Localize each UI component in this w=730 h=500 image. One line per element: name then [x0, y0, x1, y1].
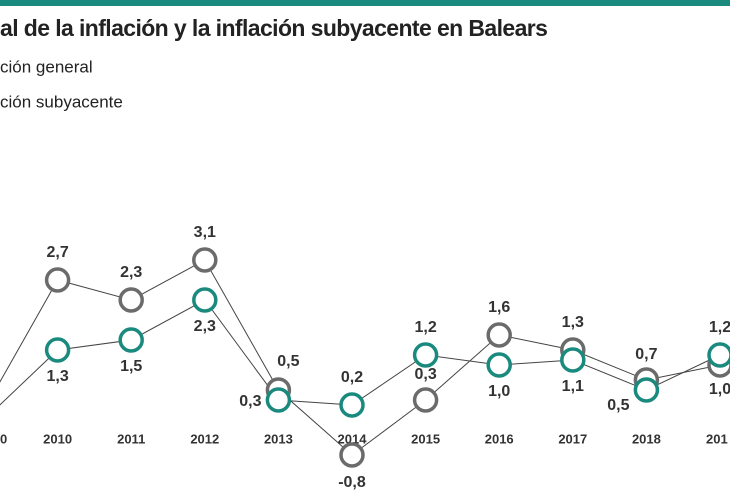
legend-label: ción general [0, 57, 93, 76]
value-label: 1,5 [120, 358, 142, 375]
point [339, 442, 365, 468]
point [339, 392, 365, 418]
value-label: 2,7 [46, 244, 68, 261]
x-tick-label: 2013 [264, 431, 293, 446]
x-tick-label: 201 [706, 431, 728, 446]
point [486, 352, 512, 378]
x-tick-label: 2011 [117, 431, 145, 446]
x-tick-label: 2012 [190, 431, 219, 446]
value-label: 1,6 [488, 299, 510, 316]
point [412, 387, 439, 413]
value-label: 1,0 [709, 381, 730, 398]
point [707, 342, 730, 368]
value-label: -0,8 [338, 474, 366, 491]
legend-label: ción subyacente [0, 92, 123, 111]
value-label: 0,3 [239, 393, 261, 410]
value-label: 1,1 [562, 378, 584, 395]
value-label: 1,2 [414, 319, 436, 336]
point [118, 327, 144, 353]
series-line [0, 259, 721, 456]
point [118, 287, 144, 313]
x-tick-label: 2010 [43, 431, 72, 446]
x-tick-label: 2014 [338, 431, 368, 446]
value-label: 0,2 [341, 369, 363, 386]
value-label: 0,3 [414, 366, 436, 383]
value-label: 1,3 [562, 314, 584, 331]
point [412, 342, 439, 368]
value-label: 0,5 [277, 353, 299, 370]
value-label: 2,3 [120, 264, 142, 281]
point [486, 322, 512, 348]
value-label: 1,0 [488, 383, 510, 400]
x-tick-label: 2018 [632, 431, 661, 446]
point [44, 267, 71, 293]
x-tick-label: 2015 [411, 431, 440, 446]
x-tick-label: 2016 [485, 431, 514, 446]
point [560, 347, 586, 373]
point [192, 287, 218, 313]
point [633, 377, 660, 403]
point [44, 337, 71, 363]
value-label: 1,3 [46, 368, 68, 385]
value-label: 0,5 [607, 397, 629, 414]
x-tick-label: 0 [0, 431, 7, 446]
value-label: 2,3 [194, 318, 216, 335]
value-label: 0,7 [635, 346, 657, 363]
chart-title: al de la inflación y la inflación subyac… [0, 15, 547, 41]
top-rule [0, 0, 730, 6]
x-tick-label: 2017 [558, 431, 587, 446]
value-label: 3,1 [194, 224, 216, 241]
value-label: 1,2 [709, 319, 730, 336]
point [192, 247, 218, 273]
point [265, 387, 292, 413]
